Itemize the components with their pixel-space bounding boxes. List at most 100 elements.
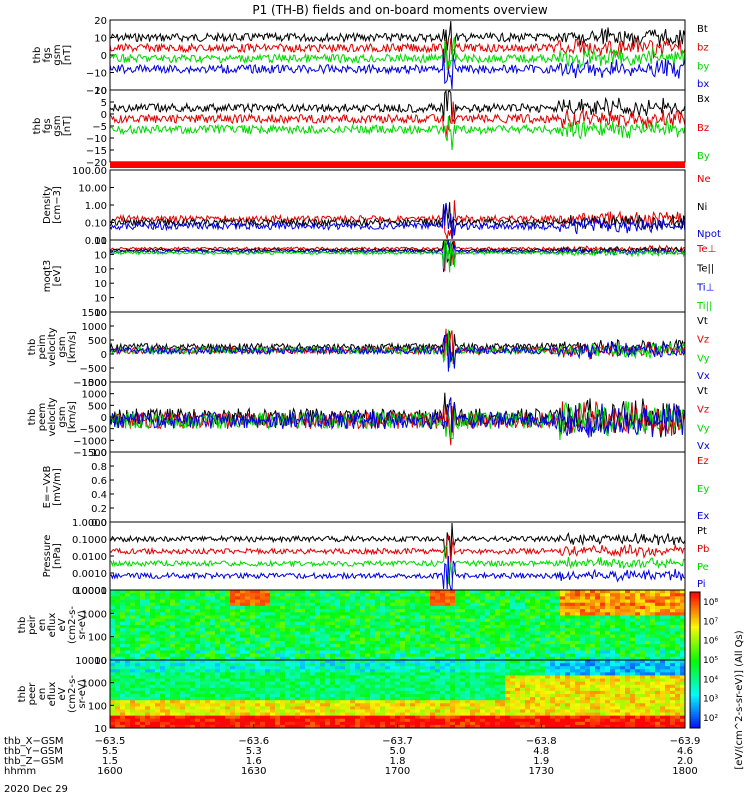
spec-cell bbox=[400, 694, 405, 697]
spec-cell bbox=[280, 694, 285, 697]
spec-cell bbox=[110, 679, 115, 682]
spec-cell bbox=[655, 697, 660, 700]
spec-cell bbox=[140, 703, 145, 706]
spec-cell bbox=[625, 672, 630, 675]
spec-cell bbox=[130, 650, 135, 653]
spec-cell bbox=[655, 654, 660, 657]
spec-cell bbox=[165, 706, 170, 709]
spec-cell bbox=[165, 635, 170, 638]
spec-cell bbox=[295, 672, 300, 675]
spec-cell bbox=[600, 654, 605, 657]
spec-cell bbox=[215, 669, 220, 672]
spec-cell bbox=[575, 700, 580, 703]
spec-cell bbox=[570, 679, 575, 682]
spec-cell bbox=[380, 628, 385, 631]
spec-cell bbox=[460, 709, 465, 712]
spec-cell bbox=[355, 596, 360, 599]
spec-cell bbox=[335, 716, 340, 719]
spec-cell bbox=[610, 619, 615, 622]
spec-cell bbox=[155, 631, 160, 634]
spec-cell bbox=[575, 660, 580, 663]
spec-cell bbox=[475, 593, 480, 596]
spec-cell bbox=[380, 672, 385, 675]
spec-cell bbox=[345, 709, 350, 712]
spec-cell bbox=[595, 650, 600, 653]
spec-cell bbox=[480, 609, 485, 612]
spec-cell bbox=[620, 622, 625, 625]
spec-cell bbox=[315, 700, 320, 703]
spec-cell bbox=[475, 628, 480, 631]
spec-cell bbox=[310, 590, 315, 593]
spec-cell bbox=[270, 647, 275, 650]
spec-cell bbox=[470, 685, 475, 688]
spec-cell bbox=[330, 691, 335, 694]
spec-cell bbox=[665, 685, 670, 688]
spec-cell bbox=[270, 706, 275, 709]
spec-cell bbox=[270, 638, 275, 641]
spec-cell bbox=[580, 685, 585, 688]
spec-cell bbox=[400, 675, 405, 678]
spec-cell bbox=[155, 694, 160, 697]
spec-cell bbox=[555, 700, 560, 703]
spec-cell bbox=[605, 603, 610, 606]
spec-cell bbox=[625, 703, 630, 706]
spec-cell bbox=[340, 685, 345, 688]
spec-cell bbox=[170, 685, 175, 688]
spec-cell bbox=[385, 679, 390, 682]
spec-cell bbox=[175, 625, 180, 628]
spec-cell bbox=[225, 631, 230, 634]
spec-cell bbox=[525, 682, 530, 685]
spec-cell bbox=[460, 641, 465, 644]
spec-cell bbox=[195, 644, 200, 647]
spec-cell bbox=[530, 666, 535, 669]
spec-cell bbox=[150, 590, 155, 593]
spec-cell bbox=[340, 600, 345, 603]
spec-cell bbox=[430, 666, 435, 669]
spec-cell bbox=[660, 650, 665, 653]
spec-cell bbox=[205, 663, 210, 666]
spec-cell bbox=[665, 600, 670, 603]
spec-cell bbox=[610, 691, 615, 694]
spec-cell bbox=[135, 669, 140, 672]
spec-cell bbox=[235, 682, 240, 685]
spec-cell bbox=[545, 700, 550, 703]
spec-cell bbox=[125, 650, 130, 653]
spec-cell bbox=[425, 615, 430, 618]
spec-cell bbox=[405, 669, 410, 672]
spec-cell bbox=[260, 679, 265, 682]
spec-cell bbox=[540, 606, 545, 609]
spec-cell bbox=[210, 675, 215, 678]
spec-cell bbox=[570, 644, 575, 647]
spec-cell bbox=[420, 612, 425, 615]
spec-cell bbox=[315, 606, 320, 609]
spec-cell bbox=[125, 600, 130, 603]
spec-cell bbox=[550, 638, 555, 641]
spec-cell bbox=[485, 663, 490, 666]
spec-cell bbox=[510, 697, 515, 700]
legend-bt: Bt bbox=[697, 24, 708, 35]
spec-cell bbox=[230, 669, 235, 672]
spec-cell bbox=[505, 593, 510, 596]
spec-cell bbox=[280, 703, 285, 706]
spec-cell bbox=[115, 644, 120, 647]
spec-cell bbox=[415, 660, 420, 663]
spec-cell bbox=[265, 713, 270, 716]
spec-cell bbox=[165, 703, 170, 706]
spec-cell bbox=[265, 703, 270, 706]
spec-cell bbox=[335, 669, 340, 672]
spec-cell bbox=[270, 609, 275, 612]
spec-cell bbox=[110, 682, 115, 685]
spec-cell bbox=[435, 609, 440, 612]
spec-cell bbox=[205, 654, 210, 657]
spec-cell bbox=[460, 647, 465, 650]
spec-cell bbox=[385, 641, 390, 644]
spec-cell bbox=[425, 593, 430, 596]
spec-cell bbox=[450, 615, 455, 618]
spec-cell bbox=[525, 647, 530, 650]
spec-cell bbox=[420, 675, 425, 678]
spec-cell bbox=[265, 612, 270, 615]
spec-cell bbox=[350, 609, 355, 612]
spec-cell bbox=[400, 612, 405, 615]
spec-cell bbox=[660, 709, 665, 712]
spec-cell bbox=[270, 719, 275, 722]
